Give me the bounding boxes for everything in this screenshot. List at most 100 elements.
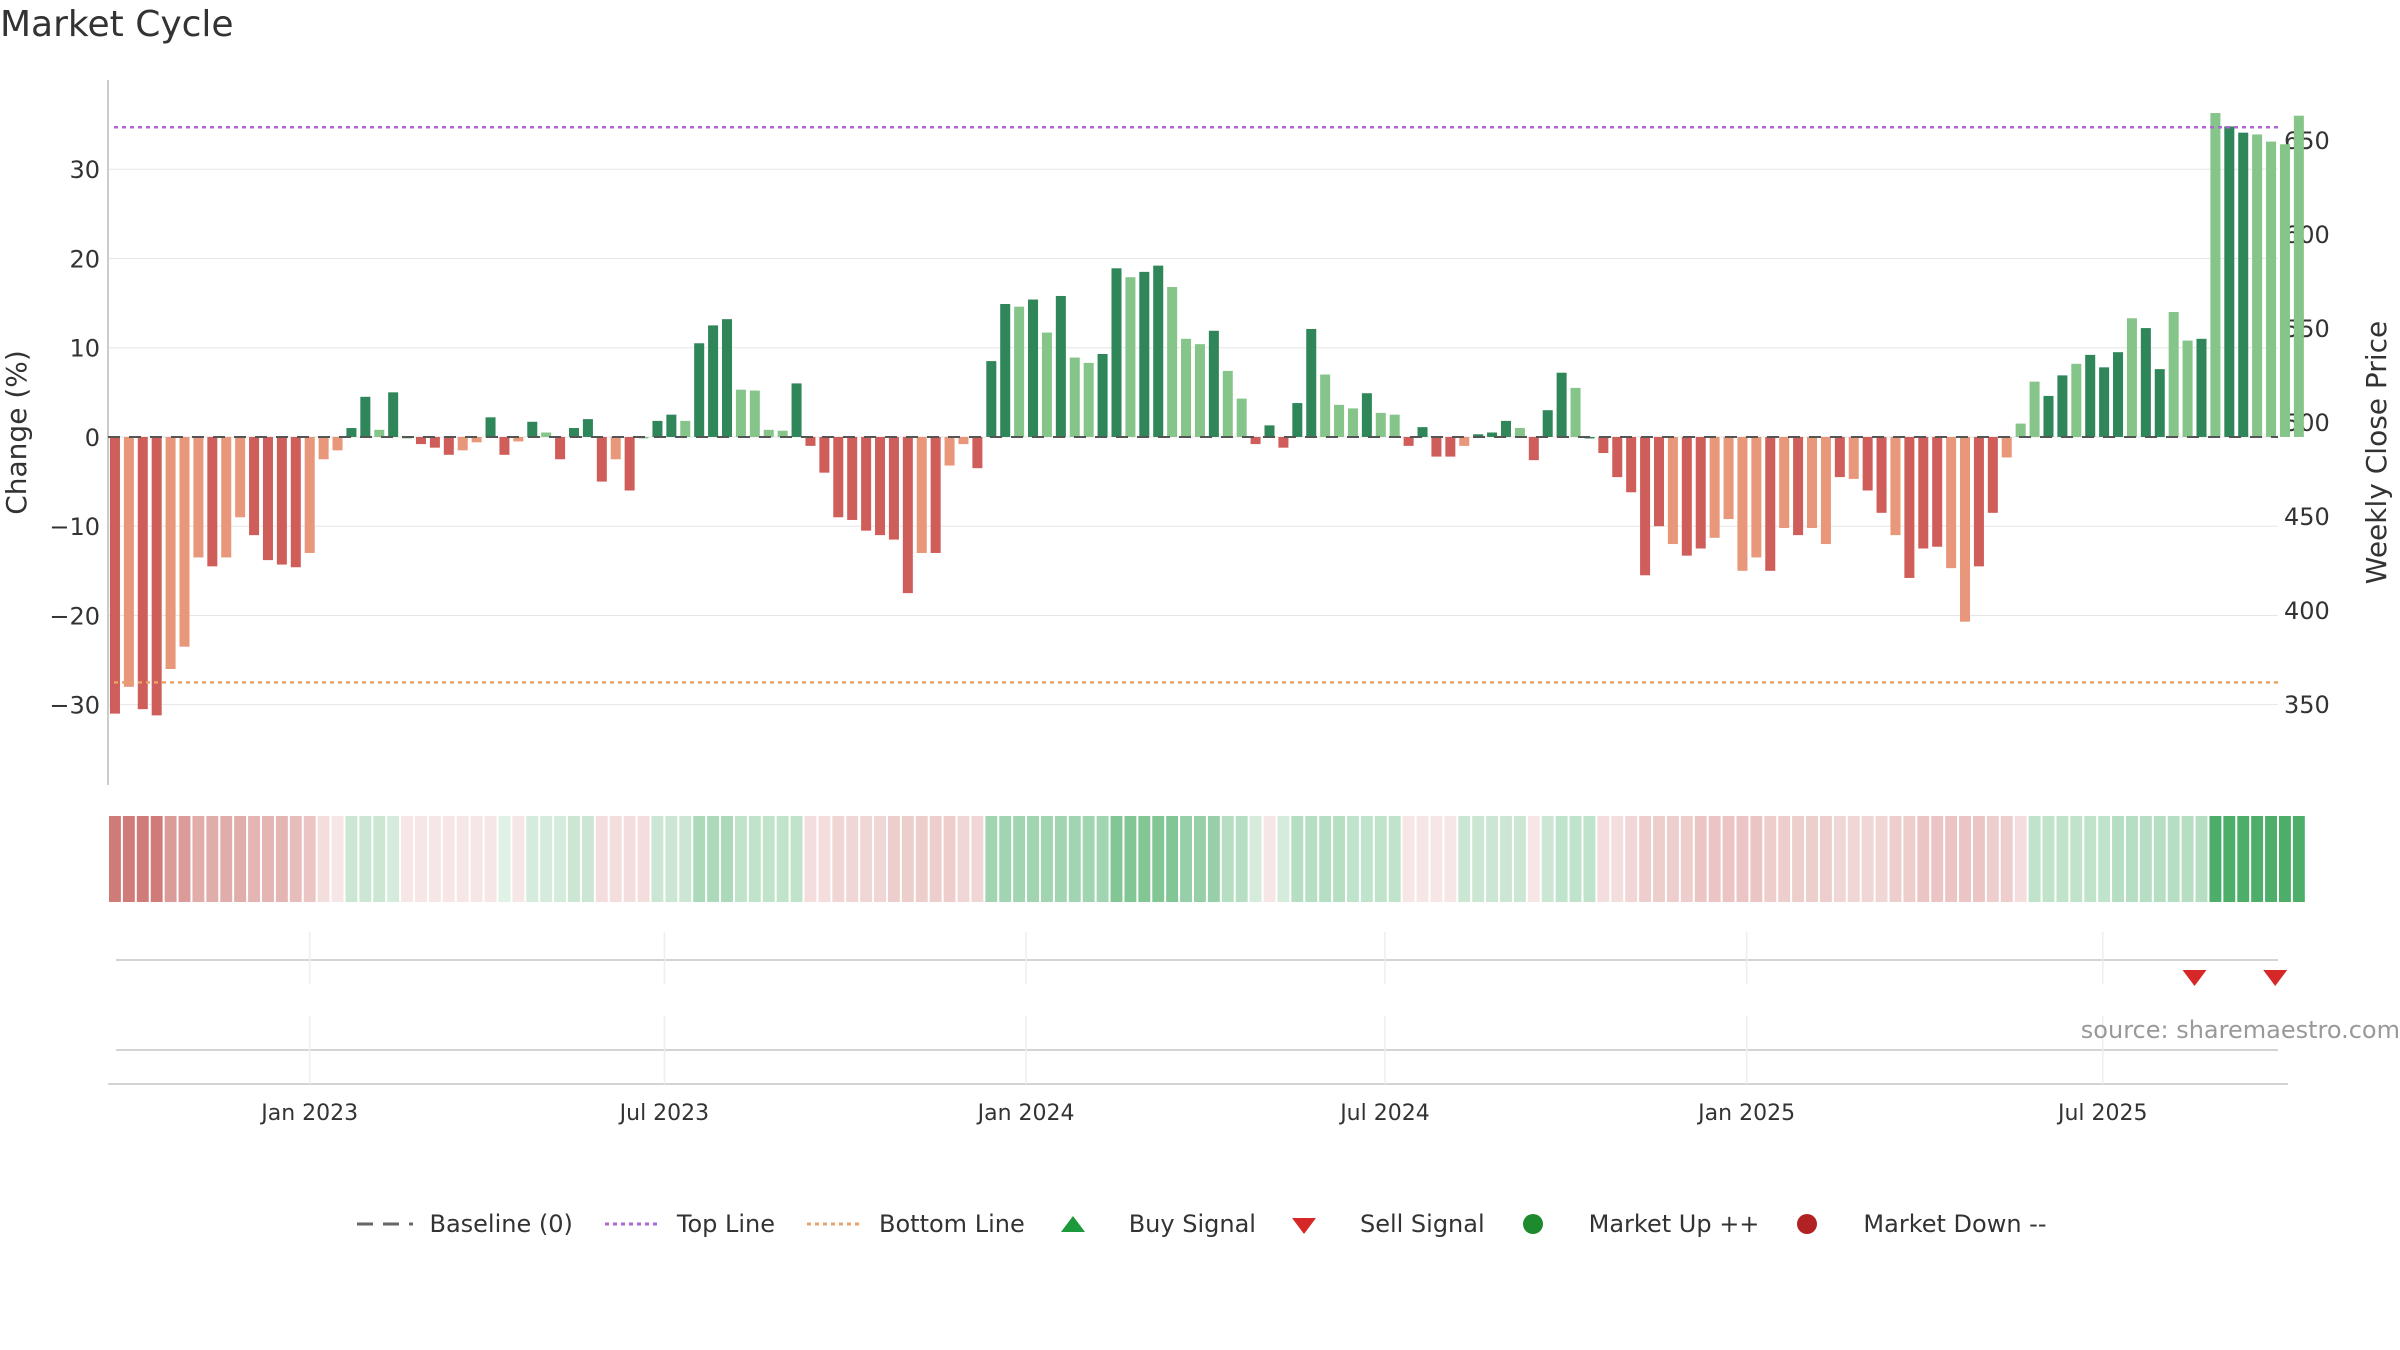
heat-cell (2251, 816, 2264, 902)
heat-cell (2125, 816, 2138, 902)
bar (1500, 420, 1511, 437)
bar (624, 436, 635, 491)
bar (1375, 412, 1386, 437)
bar (749, 390, 760, 437)
heat-cell (1583, 816, 1596, 902)
bar (1055, 295, 1066, 437)
bar (2099, 367, 2110, 437)
heat-cell (748, 816, 761, 902)
y2-tick-label: 550 (2284, 315, 2330, 343)
bar (1932, 436, 1943, 547)
bar (1765, 436, 1776, 571)
legend-item-baseline[interactable]: Baseline (0) (353, 1210, 573, 1238)
bar (332, 436, 343, 451)
heat-cell (1194, 816, 1206, 902)
heat-cell (540, 816, 553, 902)
bar (1709, 436, 1720, 538)
heat-cell (776, 816, 789, 902)
bar (109, 436, 120, 714)
bar (1320, 374, 1331, 437)
bar (1514, 428, 1525, 437)
legend-item-market-down[interactable]: Market Down -- (1787, 1210, 2047, 1238)
heat-cell (1625, 816, 1638, 902)
heat-cell (1694, 816, 1707, 902)
bar (1028, 299, 1039, 437)
heat-cell (2195, 816, 2208, 902)
heat-cell (1513, 816, 1526, 902)
heat-cell (359, 816, 372, 902)
bar (499, 436, 510, 455)
heat-cell (2112, 816, 2124, 902)
heat-cell (1792, 816, 1805, 902)
bar (708, 325, 719, 437)
legend-item-bottom-line[interactable]: Bottom Line (803, 1210, 1025, 1238)
bar (652, 420, 663, 437)
bar (694, 343, 705, 437)
heat-cell (1569, 816, 1582, 902)
bar (763, 429, 774, 437)
heat-cell (1764, 816, 1777, 902)
heat-cell (1207, 816, 1220, 902)
heat-cell (971, 816, 984, 902)
y-tick-label: −30 (49, 692, 100, 720)
bar (304, 436, 315, 553)
bar (1960, 436, 1971, 622)
heat-cell (1708, 816, 1721, 902)
heat-cell (1082, 816, 1095, 902)
bar (1473, 434, 1484, 437)
bar (137, 436, 148, 710)
legend-item-buy-signal[interactable]: Buy Signal (1053, 1210, 1256, 1238)
heat-cell (637, 816, 650, 902)
heat-cell (1945, 816, 1958, 902)
legend-item-sell-signal[interactable]: Sell Signal (1284, 1210, 1485, 1238)
bar (388, 392, 399, 437)
heat-cell (1903, 816, 1916, 902)
heat-cell (289, 816, 302, 902)
heat-cell (1444, 816, 1457, 902)
heat-cell (957, 816, 970, 902)
heat-cell (387, 816, 400, 902)
heat-cell (1235, 816, 1248, 902)
x-tick-label: Jan 2025 (1696, 1101, 1795, 1126)
bar (735, 389, 746, 437)
bar (2043, 395, 2054, 437)
legend-item-top-line[interactable]: Top Line (601, 1210, 775, 1238)
bar (1347, 408, 1358, 437)
heat-cell (860, 816, 873, 902)
bar (568, 428, 580, 437)
chart-title: Market Cycle (0, 4, 234, 45)
bar (1403, 436, 1414, 446)
bar (193, 436, 204, 558)
bar (151, 436, 162, 716)
heat-cell (762, 816, 775, 902)
bar (1445, 436, 1456, 457)
bar (680, 420, 691, 437)
bar (1570, 387, 1581, 437)
heat-cell (999, 816, 1012, 902)
bar (1667, 436, 1678, 545)
heat-cell (1180, 816, 1192, 902)
bar (1083, 362, 1094, 437)
bar (1041, 332, 1052, 437)
legend-item-market-up[interactable]: Market Up ++ (1513, 1210, 1759, 1238)
bar (2015, 423, 2026, 437)
heat-cell (846, 816, 859, 902)
bar (1598, 436, 1609, 454)
heat-cell (2084, 816, 2097, 902)
bar (471, 436, 482, 443)
bar (1487, 432, 1498, 437)
heat-cell (1653, 816, 1665, 902)
heat-cell (1806, 816, 1818, 902)
bar (2252, 134, 2263, 437)
bar (1389, 414, 1400, 437)
heat-cell (1736, 816, 1749, 902)
heat-cell (2014, 816, 2027, 902)
heat-cell (1068, 816, 1081, 902)
heat-cell (2056, 816, 2069, 902)
heat-cell (804, 816, 817, 902)
bar (541, 432, 552, 437)
heat-cell (623, 816, 636, 902)
bar (666, 414, 677, 437)
bar (2140, 328, 2151, 437)
